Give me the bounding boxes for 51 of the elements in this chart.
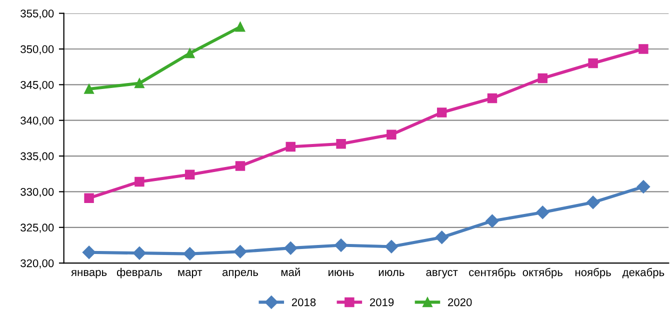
point xyxy=(487,93,498,104)
legend-label: 2019 xyxy=(370,298,394,306)
legend-label: 2020 xyxy=(448,298,472,306)
point xyxy=(638,44,648,54)
x-tick-label: апрель xyxy=(222,270,258,278)
x-tick-label: ноябрь xyxy=(575,268,611,278)
x-tick-label: февраль xyxy=(116,268,162,278)
point xyxy=(334,238,348,252)
point xyxy=(183,247,196,260)
point xyxy=(82,246,96,259)
y-tick-label: 320,00 xyxy=(20,259,54,269)
point xyxy=(486,214,499,228)
x-tick-label: сентябрь xyxy=(469,268,516,278)
point xyxy=(636,180,650,194)
x-tick-label: октябрь xyxy=(522,268,562,278)
point xyxy=(336,139,346,149)
point xyxy=(132,246,146,260)
y-tick-label: 350,00 xyxy=(20,45,54,54)
x-tick-label: декабрь xyxy=(622,268,664,278)
x-tick-label: август xyxy=(426,270,458,278)
point xyxy=(84,193,94,203)
y-tick-label: 325,00 xyxy=(20,224,54,233)
point xyxy=(235,161,246,171)
point xyxy=(536,206,550,219)
legend-label: 2018 xyxy=(292,298,316,306)
y-tick-label: 355,00 xyxy=(20,10,54,19)
y-tick-label: 330,00 xyxy=(20,188,54,198)
x-tick-label: июль xyxy=(378,270,404,276)
y-tick-label: 345,00 xyxy=(20,80,54,90)
point xyxy=(538,73,548,84)
point xyxy=(134,176,144,187)
x-tick-label: июнь xyxy=(328,270,354,276)
x-tick-label: май xyxy=(281,268,300,276)
x-tick-label: март xyxy=(178,270,202,278)
x-tick-label: январь xyxy=(71,270,107,278)
point xyxy=(284,241,298,255)
point xyxy=(386,130,396,140)
point xyxy=(184,170,195,180)
point xyxy=(436,108,447,118)
point xyxy=(234,245,247,258)
point xyxy=(184,48,195,58)
point xyxy=(435,230,448,244)
point xyxy=(286,142,296,152)
point xyxy=(588,58,598,68)
point xyxy=(235,22,246,32)
point xyxy=(586,196,600,210)
y-tick-label: 340,00 xyxy=(20,116,54,126)
y-tick-label: 335,00 xyxy=(20,152,54,162)
point xyxy=(134,78,144,88)
point xyxy=(84,84,94,94)
point xyxy=(384,240,398,254)
